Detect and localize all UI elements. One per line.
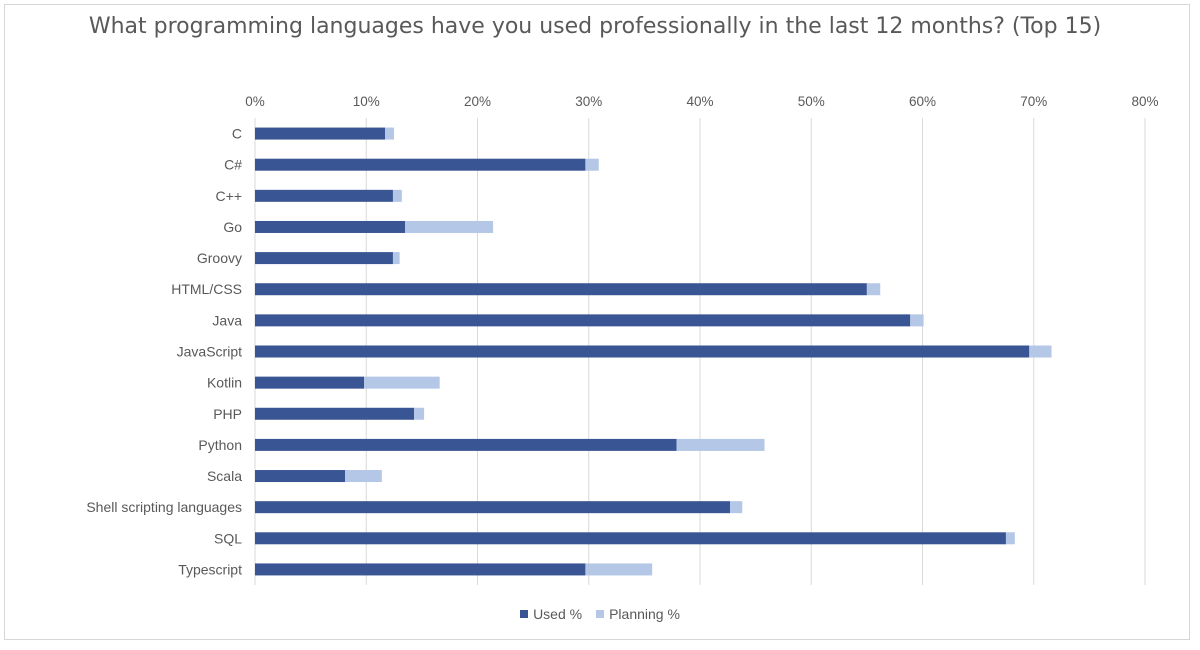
x-tick-label: 20% xyxy=(464,94,491,109)
bar-used xyxy=(255,532,1006,545)
bar-used xyxy=(255,252,393,265)
x-tick-label: 80% xyxy=(1131,94,1158,109)
chart-legend: Used % Planning % xyxy=(0,606,1200,622)
bar-planning xyxy=(910,314,924,327)
category-label: Kotlin xyxy=(207,375,242,391)
bar-used xyxy=(255,407,415,420)
bar-used xyxy=(255,470,346,483)
bar-used xyxy=(255,283,867,296)
x-tick-label: 0% xyxy=(245,94,265,109)
category-label: Scala xyxy=(207,468,242,484)
chart-title: What programming languages have you used… xyxy=(88,14,1102,39)
x-tick-label: 30% xyxy=(575,94,602,109)
bar-planning xyxy=(585,563,653,576)
category-label: Groovy xyxy=(197,250,242,266)
bar-planning xyxy=(345,470,382,483)
category-label: C++ xyxy=(216,188,242,204)
bar-used xyxy=(255,314,911,327)
category-label: C xyxy=(232,126,242,142)
category-label: C# xyxy=(224,157,242,173)
x-tick-label: 40% xyxy=(686,94,713,109)
bar-planning xyxy=(585,158,599,171)
bar-used xyxy=(255,345,1030,358)
bar-planning xyxy=(405,220,494,233)
x-tick-label: 10% xyxy=(353,94,380,109)
bar-planning xyxy=(392,189,402,202)
x-tick-label: 70% xyxy=(1020,94,1047,109)
category-label: HTML/CSS xyxy=(171,281,242,297)
legend-label: Planning % xyxy=(609,606,680,622)
x-tick-label: 60% xyxy=(909,94,936,109)
legend-item: Planning % xyxy=(596,606,680,622)
bar-planning xyxy=(1029,345,1052,358)
category-label: Python xyxy=(198,437,242,453)
bar-planning xyxy=(866,283,881,296)
legend-item: Used % xyxy=(520,606,582,622)
bar-planning xyxy=(385,127,395,140)
legend-label: Used % xyxy=(533,606,583,622)
bar-planning xyxy=(676,438,765,451)
category-label: JavaScript xyxy=(177,344,242,360)
bar-used xyxy=(255,376,365,389)
bar-planning xyxy=(364,376,440,389)
bar-planning xyxy=(414,407,425,420)
category-label: SQL xyxy=(214,530,242,546)
legend-swatch xyxy=(520,610,529,618)
x-tick-label: 50% xyxy=(798,94,825,109)
category-label: Java xyxy=(212,312,242,328)
category-label: Shell scripting languages xyxy=(86,499,242,515)
bar-used xyxy=(255,189,393,202)
bar-planning xyxy=(730,501,743,514)
bar-planning xyxy=(392,252,400,265)
bar-planning xyxy=(1005,532,1015,545)
category-label: Typescript xyxy=(178,561,242,577)
category-label: PHP xyxy=(213,406,242,422)
bar-used xyxy=(255,220,406,233)
bar-used xyxy=(255,438,677,451)
bar-used xyxy=(255,158,586,171)
category-label: Go xyxy=(223,219,242,235)
bar-used xyxy=(255,501,731,514)
legend-swatch xyxy=(596,610,605,618)
bar-used xyxy=(255,563,586,576)
bar-used xyxy=(255,127,386,140)
